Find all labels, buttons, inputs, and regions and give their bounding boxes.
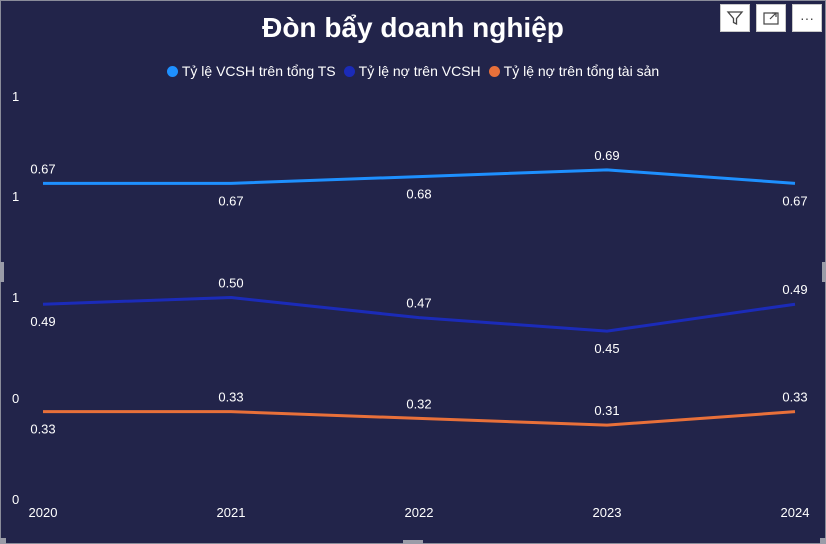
- resize-handle-left[interactable]: [0, 262, 4, 282]
- x-tick-label: 2022: [405, 505, 434, 520]
- data-label: 0.33: [30, 422, 55, 437]
- legend-marker-icon: [166, 65, 178, 77]
- chart-title: Đòn bẩy doanh nghiệp: [262, 12, 564, 43]
- visual-header-toolbar: ···: [720, 4, 822, 32]
- focus-mode-button[interactable]: [756, 4, 786, 32]
- chart-legend: Tỷ lệ VCSH trên tổng TS Tỷ lệ nợ trên VC…: [0, 63, 826, 79]
- resize-handle-bottom[interactable]: [403, 540, 423, 544]
- filter-icon: [726, 11, 744, 26]
- series-line[interactable]: [42, 296, 796, 333]
- y-tick-label: 0: [12, 391, 19, 406]
- y-tick-label: 0: [12, 492, 19, 507]
- x-tick-label: 2021: [217, 505, 246, 520]
- x-tick-label: 2024: [781, 505, 810, 520]
- data-label: 0.50: [218, 276, 243, 291]
- data-label: 0.32: [406, 396, 431, 411]
- filter-button[interactable]: [720, 4, 750, 32]
- legend-marker-icon: [343, 65, 355, 77]
- data-label: 0.31: [594, 403, 619, 418]
- more-options-button[interactable]: ···: [792, 4, 822, 32]
- legend-label: Tỷ lệ VCSH trên tổng TS: [181, 63, 336, 79]
- data-label: 0.49: [30, 314, 55, 329]
- more-options-icon: ···: [800, 10, 814, 26]
- data-label: 0.67: [218, 193, 243, 208]
- series-line[interactable]: [43, 168, 796, 185]
- data-label: 0.67: [30, 161, 55, 176]
- focus-mode-icon: [763, 12, 779, 25]
- series-line[interactable]: [43, 410, 796, 427]
- y-tick-label: 1: [12, 89, 19, 104]
- data-label: 0.33: [782, 390, 807, 405]
- legend-item-vcsh-ratio[interactable]: Tỷ lệ VCSH trên tổng TS: [166, 63, 336, 79]
- data-label: 0.33: [218, 390, 243, 405]
- data-label: 0.69: [594, 148, 619, 163]
- legend-label: Tỷ lệ nợ trên tổng tài sản: [503, 63, 660, 79]
- resize-handle-right[interactable]: [822, 262, 826, 282]
- legend-label: Tỷ lệ nợ trên VCSH: [358, 63, 481, 79]
- legend-item-debt-equity[interactable]: Tỷ lệ nợ trên VCSH: [343, 63, 481, 79]
- data-label: 0.68: [406, 187, 431, 202]
- x-tick-label: 2023: [593, 505, 622, 520]
- x-tick-label: 2020: [29, 505, 58, 520]
- y-tick-label: 1: [12, 189, 19, 204]
- legend-item-debt-assets[interactable]: Tỷ lệ nợ trên tổng tài sản: [488, 63, 660, 79]
- y-tick-label: 1: [12, 290, 19, 305]
- data-label: 0.47: [406, 296, 431, 311]
- legend-marker-icon: [488, 65, 500, 77]
- data-label: 0.49: [782, 282, 807, 297]
- data-label: 0.67: [782, 193, 807, 208]
- resize-handle-bottom-right[interactable]: [820, 538, 826, 544]
- resize-handle-bottom-left[interactable]: [0, 538, 6, 544]
- data-label: 0.45: [594, 341, 619, 356]
